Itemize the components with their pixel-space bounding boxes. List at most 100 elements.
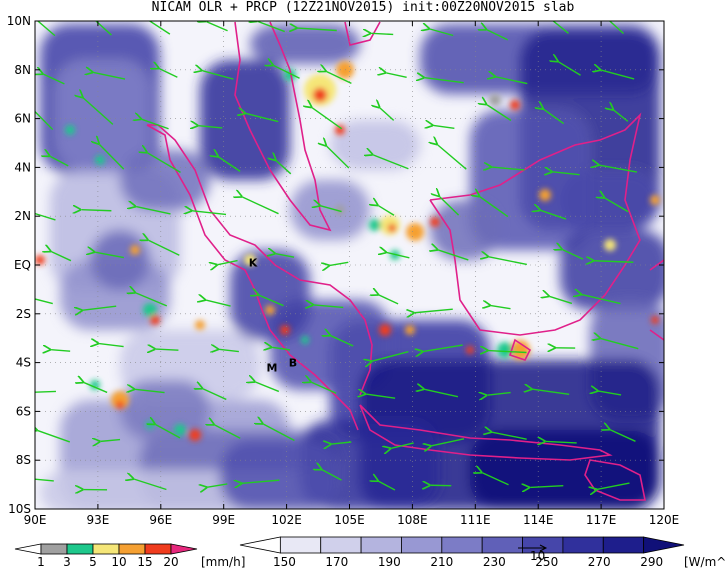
precip-unit-label: [mm/h]: [201, 555, 245, 569]
colorbar-tick-label: 270: [588, 555, 611, 569]
wind-vector: [312, 108, 343, 130]
coastline: [584, 459, 646, 501]
wind-vector: [218, 259, 238, 265]
wind-vector: [594, 261, 634, 262]
wind-vector: [378, 206, 395, 216]
wind-vector: [380, 108, 395, 121]
colorbar-tick-label: 10: [111, 555, 126, 569]
lat-label: 2S: [16, 307, 31, 321]
colorbar-segment: [144, 543, 172, 555]
wind-vector: [326, 71, 352, 85]
wind-vector: [203, 389, 227, 401]
wind-vector: [242, 197, 279, 215]
lat-label: 2N: [14, 209, 31, 223]
wind-vector: [552, 21, 569, 34]
wind-vector: [276, 161, 292, 175]
station-marker: B: [289, 357, 297, 370]
lon-label: 111E: [460, 513, 491, 527]
wind-vector: [99, 344, 124, 347]
wind-vector: [433, 125, 455, 128]
wind-vector: [192, 211, 227, 216]
wind-vector: [541, 210, 567, 220]
wind-vector: [608, 21, 624, 35]
coastline: [344, 21, 381, 46]
wind-vector: [487, 30, 509, 41]
colorbar-segment: [360, 536, 402, 554]
wind-vector: [440, 197, 460, 216]
lon-label: 105E: [334, 513, 365, 527]
wind-vector: [327, 146, 350, 169]
wind-vector: [582, 295, 621, 305]
wind-vector: [255, 382, 280, 393]
colorbar-tick-label: 1: [37, 555, 45, 569]
wind-vector: [148, 240, 180, 256]
wind-vector: [598, 391, 622, 396]
wind-vector: [492, 167, 525, 170]
lat-label: 10N: [7, 14, 31, 28]
map-panel: K M B: [35, 21, 664, 509]
wind-vector: [321, 206, 342, 213]
lat-label: 8S: [16, 453, 31, 467]
wind-vector: [379, 295, 399, 305]
wind-vector: [487, 393, 511, 396]
wind-vector: [159, 69, 178, 78]
wind-vector: [430, 29, 454, 37]
wind-vector: [101, 440, 121, 442]
wind-vector: [330, 261, 349, 265]
lon-label: 96E: [149, 513, 172, 527]
colorbar-segment: [170, 543, 198, 555]
wind-vector: [424, 389, 459, 398]
wind-vector: [272, 347, 291, 350]
wind-vector: [147, 153, 181, 173]
lon-label: 117E: [586, 513, 617, 527]
wind-vector: [331, 336, 354, 347]
coastline: [508, 338, 532, 361]
wind-vector: [432, 438, 465, 446]
wind-vector: [438, 250, 469, 261]
precip-field: [35, 61, 660, 441]
station-markers: K M B: [249, 257, 297, 375]
wind-vector: [610, 430, 636, 442]
wind-vector: [208, 483, 228, 487]
wind-vector: [425, 78, 464, 84]
colorbar-segment: [279, 536, 322, 554]
wind-vector: [274, 66, 300, 79]
olr-unit-label: [W/m^2]: [684, 555, 726, 569]
wind-vector: [379, 481, 396, 491]
wind-vector: [206, 21, 228, 32]
colorbar-segment: [66, 543, 94, 555]
wind-vector: [597, 482, 630, 489]
wind-vector: [263, 424, 295, 442]
lat-label: 8N: [14, 63, 31, 77]
wind-vector: [487, 105, 512, 122]
lon-label: 108E: [397, 513, 428, 527]
wind-vector: [373, 155, 409, 170]
wind-vector: [83, 305, 117, 310]
wind-vector: [391, 442, 414, 448]
lat-label: 6S: [16, 404, 31, 418]
colorbar-tick-label: 150: [273, 555, 296, 569]
colorbar-tick-label: 5: [89, 555, 97, 569]
colorbar-segment: [92, 543, 120, 555]
wind-vector: [99, 144, 125, 170]
wind-vector: [386, 73, 407, 79]
wind-vector: [480, 197, 509, 218]
wind-vector: [423, 344, 463, 351]
olr-field: [40, 24, 664, 509]
wind-vector: [488, 351, 527, 353]
colorbar-segment: [602, 536, 645, 554]
wind-vector: [258, 21, 285, 33]
wind-vector: [35, 478, 54, 482]
wind-vector: [530, 486, 564, 488]
wind-vector: [242, 480, 280, 483]
olr-colorbar: 150 170 190 210 230 250 270 290: [239, 536, 685, 569]
reference-vector-label: 10: [530, 549, 545, 563]
coastline: [359, 404, 613, 461]
wind-vector: [215, 425, 241, 439]
wind-vector: [562, 250, 584, 260]
station-marker: M: [266, 361, 277, 374]
wind-vector: [276, 254, 295, 258]
wind-vector: [311, 382, 337, 394]
wind-vector: [219, 349, 239, 351]
